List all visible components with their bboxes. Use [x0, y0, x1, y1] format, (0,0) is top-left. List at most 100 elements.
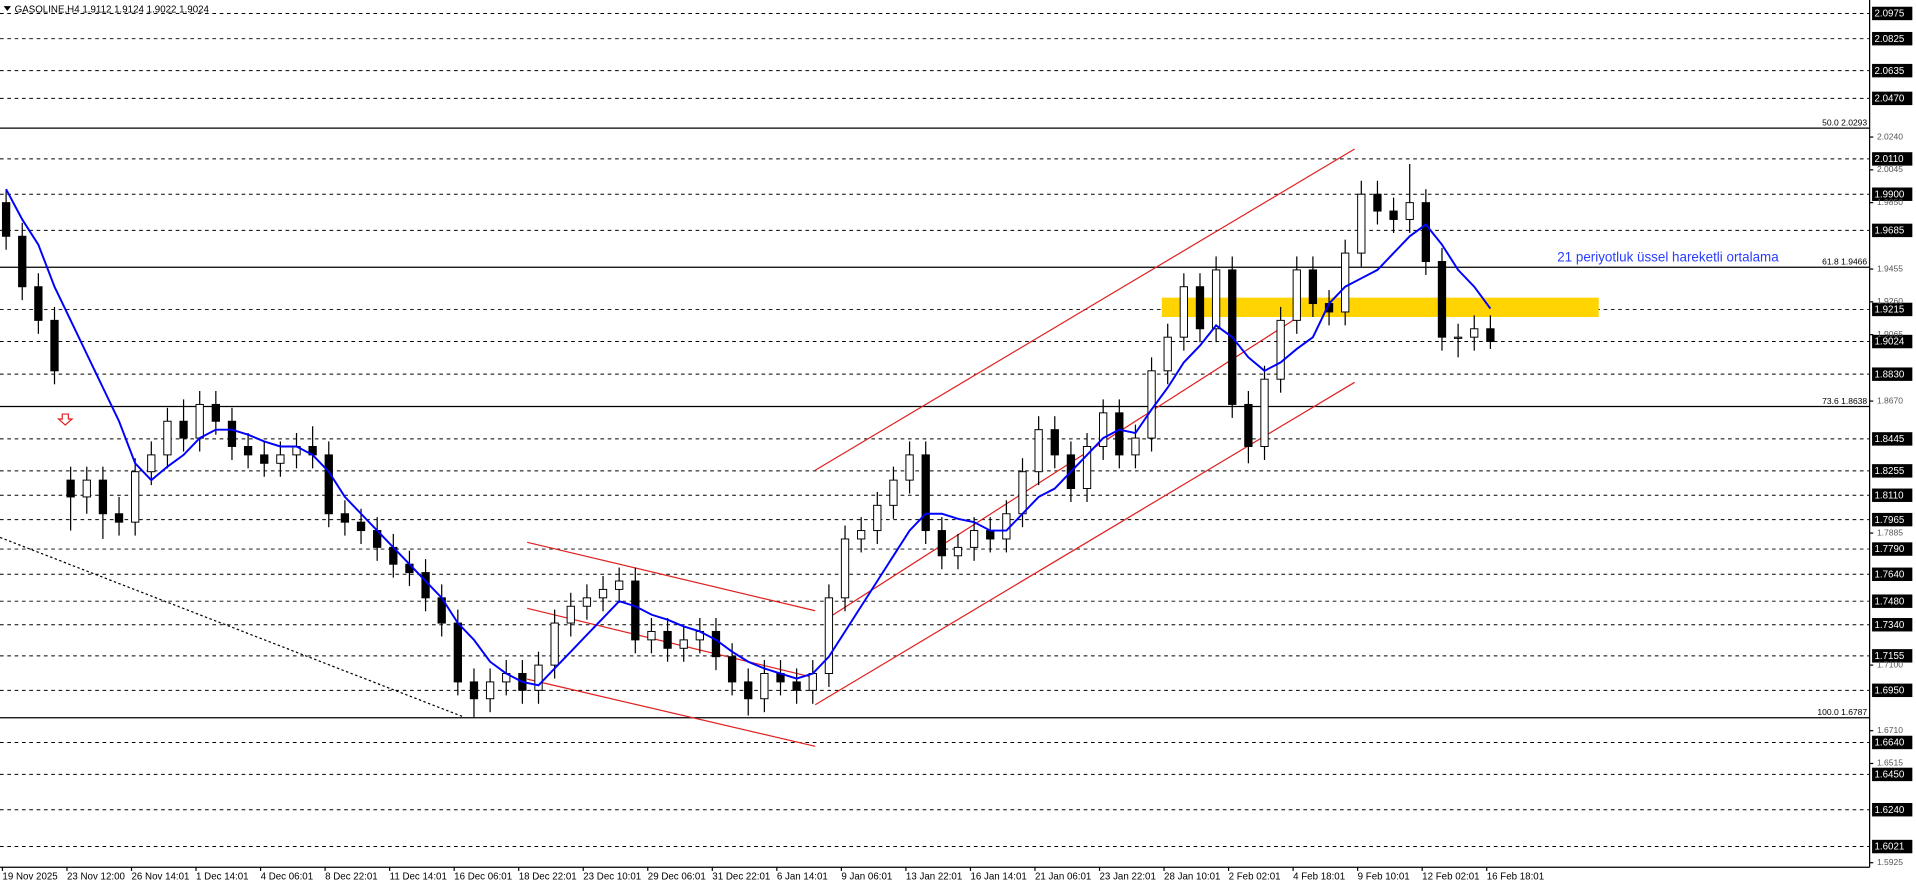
level-label: 1.7155 — [1875, 651, 1905, 662]
candle-body — [1244, 403, 1253, 447]
level-box — [1872, 432, 1913, 446]
candle-body — [873, 504, 882, 532]
candle-body — [679, 639, 688, 649]
level-label: 1.8830 — [1875, 369, 1905, 380]
channel-line — [527, 678, 816, 747]
level-label: 1.7340 — [1875, 620, 1905, 631]
candle-body — [356, 521, 366, 532]
candle-body — [18, 235, 27, 288]
level-box — [1872, 542, 1913, 556]
level-box — [1872, 594, 1913, 608]
candle-body — [485, 681, 495, 700]
annotation: 21 periyotluk üssel hareketli ortalama — [1557, 249, 1779, 264]
candle-body — [921, 454, 930, 532]
level-box — [1872, 152, 1913, 166]
x-tick-label: 21 Jan 06:01 — [1035, 872, 1091, 883]
candle-body — [1453, 336, 1463, 339]
y-tick-label: 1.9455 — [1877, 263, 1903, 273]
candle-body — [534, 664, 543, 691]
channel-line — [527, 541, 816, 612]
candle-body — [1034, 429, 1043, 473]
candle-body — [1018, 471, 1027, 515]
level-label: 1.9685 — [1875, 226, 1905, 237]
level-label: 1.8255 — [1875, 466, 1905, 477]
candle-body — [1211, 269, 1221, 330]
x-tick-label: 18 Dec 22:01 — [519, 872, 577, 883]
candle-body — [50, 319, 59, 372]
candle-body — [1179, 286, 1188, 338]
candle-body — [1050, 429, 1059, 456]
candle-body — [631, 580, 640, 641]
channel-line — [829, 319, 1294, 618]
x-tick-label: 4 Dec 06:01 — [261, 872, 314, 883]
candle-body — [953, 546, 963, 557]
candle-body — [1341, 252, 1350, 313]
level-label: 1.6450 — [1875, 770, 1905, 781]
x-tick-label: 13 Jan 22:01 — [906, 872, 962, 883]
candle-body — [131, 471, 140, 523]
level-box — [1872, 618, 1913, 632]
level-label: 2.0975 — [1875, 9, 1905, 20]
candle-body — [114, 513, 124, 523]
candle-body — [1082, 445, 1092, 490]
x-tick-label: 9 Feb 10:01 — [1358, 872, 1410, 883]
candle-body — [276, 454, 285, 464]
level-box — [1872, 488, 1913, 502]
candle-body — [1470, 328, 1479, 338]
level-box — [1872, 803, 1913, 817]
level-box — [1872, 302, 1913, 317]
y-tick-label: 1.7100 — [1877, 659, 1903, 669]
level-box — [1872, 91, 1913, 106]
candle-body — [663, 630, 672, 649]
level-label: 1.6640 — [1875, 738, 1905, 749]
y-tick-label: 1.9065 — [1877, 329, 1903, 339]
arrow — [57, 413, 74, 426]
level-label: 1.6240 — [1875, 805, 1905, 816]
x-tick-label: 23 Dec 10:01 — [583, 872, 641, 883]
candle-body — [1357, 193, 1366, 254]
y-tick-label: 1.6515 — [1877, 758, 1903, 768]
x-tick-label: 6 Jan 14:01 — [777, 872, 828, 883]
level-label: 1.9215 — [1875, 305, 1905, 316]
candle-body — [1163, 336, 1172, 372]
y-tick-label: 1.9850 — [1877, 197, 1903, 207]
y-tick-label: 1.5925 — [1877, 857, 1903, 867]
fib-label: 50.0 2.0293 — [1822, 118, 1867, 128]
menu-icon — [3, 6, 11, 11]
candle-body — [566, 605, 575, 624]
level-box — [1872, 464, 1913, 478]
level-label: 1.7480 — [1875, 596, 1905, 607]
channel-line — [814, 148, 1355, 471]
x-tick-label: 16 Dec 06:01 — [454, 872, 512, 883]
candle-body — [615, 580, 624, 590]
candle-body — [227, 420, 237, 447]
level-label: 2.0635 — [1875, 66, 1905, 77]
candle-body — [582, 597, 592, 607]
candle-body — [1389, 210, 1398, 220]
candle-body — [1260, 378, 1269, 447]
candle-body — [937, 530, 946, 557]
candle-body — [986, 530, 995, 540]
candle-body — [1292, 269, 1301, 321]
x-tick-label: 16 Feb 18:01 — [1487, 872, 1544, 883]
level-box — [1872, 6, 1913, 21]
zone — [1161, 297, 1599, 317]
candle-body — [1486, 328, 1495, 343]
level-box — [1872, 31, 1913, 46]
candle-body — [34, 286, 43, 321]
level-label: 1.7965 — [1875, 515, 1905, 526]
candle-body — [340, 513, 350, 523]
candle-body — [453, 622, 462, 683]
candle-body — [1276, 319, 1285, 380]
candle-body — [421, 572, 430, 599]
candle-body — [857, 530, 866, 540]
candle-body — [1099, 412, 1108, 447]
candle-body — [1195, 286, 1205, 330]
level-box — [1872, 567, 1913, 582]
y-tick-label: 2.0240 — [1877, 131, 1903, 141]
candle-body — [792, 681, 801, 691]
level-label: 1.7790 — [1875, 544, 1905, 555]
x-tick-label: 12 Feb 02:01 — [1422, 872, 1479, 883]
level-label: 2.0110 — [1875, 154, 1905, 165]
